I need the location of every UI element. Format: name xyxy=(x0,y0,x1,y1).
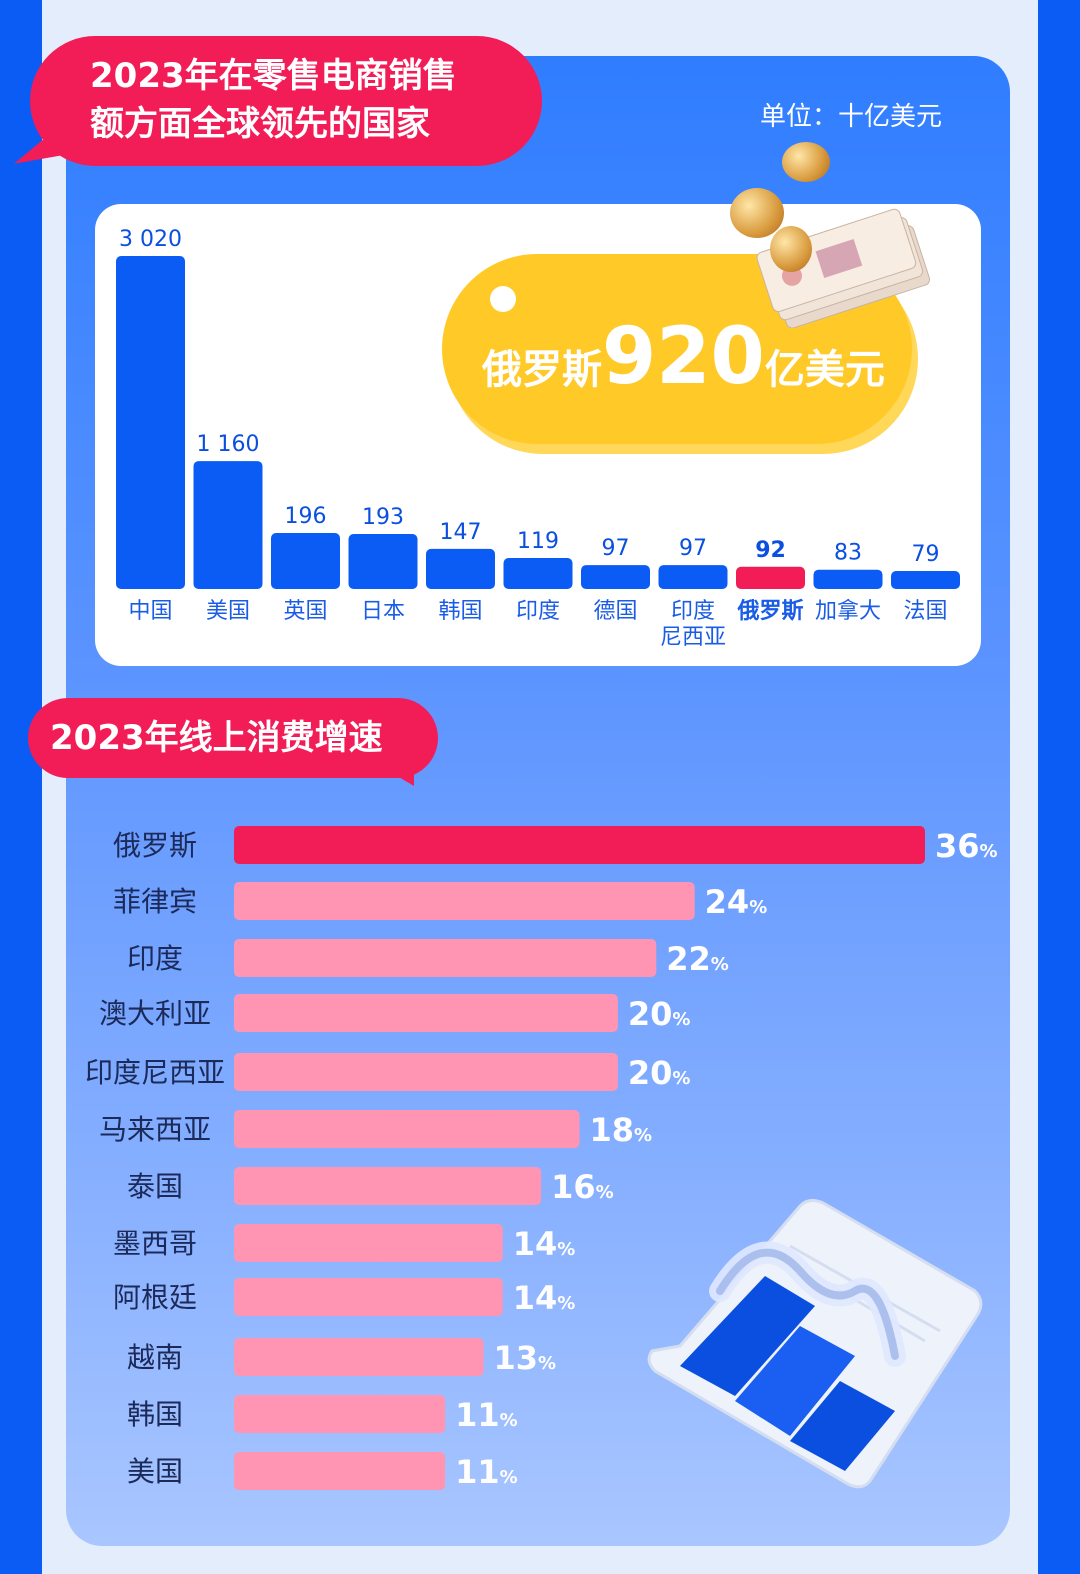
coin-icon xyxy=(782,142,830,182)
growth-bar-9 xyxy=(234,1278,503,1316)
growth-bar-7 xyxy=(234,1167,542,1205)
growth-value-label: 24% xyxy=(705,883,768,921)
bar-8 xyxy=(658,565,728,589)
bar-9 xyxy=(736,566,805,589)
growth-country-label: 越南 xyxy=(127,1341,183,1374)
growth-country-label: 韩国 xyxy=(127,1398,183,1431)
bar-value-label: 97 xyxy=(602,536,630,561)
bar-value-label: 79 xyxy=(912,542,940,567)
category-label: 英国 xyxy=(283,599,327,624)
unit-label: 单位：十亿美元 xyxy=(760,102,943,132)
growth-value-label: 16% xyxy=(551,1168,614,1206)
category-label: 美国 xyxy=(206,599,250,624)
bar-3 xyxy=(271,533,340,589)
growth-bar-4 xyxy=(234,994,618,1032)
bar-value-label: 1 160 xyxy=(197,432,260,457)
growth-bar-1 xyxy=(234,826,925,864)
heading2-bubble: 2023年线上消费增速 xyxy=(28,698,438,778)
growth-bar-11 xyxy=(234,1395,446,1433)
category-label: 俄罗斯 xyxy=(736,598,803,624)
growth-country-label: 泰国 xyxy=(127,1170,183,1203)
growth-bar-2 xyxy=(234,882,695,920)
growth-value-label: 13% xyxy=(494,1339,557,1377)
bar-6 xyxy=(503,558,573,589)
bar-value-label: 83 xyxy=(834,541,862,566)
category-label: 中国 xyxy=(128,599,172,624)
growth-bar-5 xyxy=(234,1053,618,1091)
bar-4 xyxy=(348,533,418,589)
growth-country-label: 印度 xyxy=(127,942,183,975)
bar-11 xyxy=(891,571,960,589)
right-frame-stripe xyxy=(1038,0,1080,1574)
bar-2 xyxy=(193,461,263,589)
heading1-bubble: 2023年在零售电商销售 额方面全球领先的国家 xyxy=(30,36,542,166)
tag-text: 俄罗斯920亿美元 xyxy=(482,312,885,402)
growth-value-label: 20% xyxy=(628,995,691,1033)
tag-prefix: 俄罗斯 xyxy=(482,347,602,393)
category-label: 法国 xyxy=(903,599,947,624)
growth-country-label: 澳大利亚 xyxy=(99,997,211,1030)
growth-country-label: 俄罗斯 xyxy=(113,829,197,862)
growth-value-label: 14% xyxy=(513,1225,576,1263)
tag-suffix: 亿美元 xyxy=(764,347,885,393)
growth-country-label: 墨西哥 xyxy=(113,1227,197,1260)
bar-1 xyxy=(116,256,185,589)
bar-value-label: 147 xyxy=(440,520,482,545)
category-label: 尼西亚 xyxy=(660,625,726,650)
bar-value-label: 3 020 xyxy=(119,227,182,252)
growth-bar-6 xyxy=(234,1110,580,1148)
bar-10 xyxy=(813,569,883,589)
growth-country-label: 印度尼西亚 xyxy=(85,1056,225,1089)
heading1-line1: 2023年在零售电商销售 xyxy=(90,56,457,96)
growth-country-label: 马来西亚 xyxy=(99,1113,211,1146)
coin-icon xyxy=(770,226,812,272)
bar-value-label: 119 xyxy=(517,529,559,554)
growth-bar-12 xyxy=(234,1452,446,1490)
bar-value-label: 193 xyxy=(362,505,404,530)
category-label: 德国 xyxy=(593,599,637,624)
growth-country-label: 美国 xyxy=(127,1455,183,1488)
tag-value: 920 xyxy=(602,312,765,402)
heading1-line2: 额方面全球领先的国家 xyxy=(90,104,430,144)
growth-country-label: 阿根廷 xyxy=(113,1281,197,1314)
tag-hole xyxy=(490,286,516,312)
bar-5 xyxy=(426,548,495,589)
growth-value-label: 11% xyxy=(455,1396,518,1434)
growth-value-label: 18% xyxy=(590,1111,653,1149)
category-label: 加拿大 xyxy=(815,598,881,624)
growth-value-label: 20% xyxy=(628,1054,691,1092)
growth-bar-8 xyxy=(234,1224,503,1262)
left-frame-stripe xyxy=(0,0,42,1574)
growth-value-label: 36% xyxy=(935,827,998,865)
category-label: 印度 xyxy=(516,599,560,624)
growth-value-label: 22% xyxy=(666,940,729,978)
bar-value-label: 97 xyxy=(679,536,707,561)
category-label: 韩国 xyxy=(438,599,482,624)
growth-bar-3 xyxy=(234,939,657,977)
banknotes-icon xyxy=(756,208,931,328)
growth-chart-illustration-icon xyxy=(647,1199,983,1489)
category-label: 印度 xyxy=(671,599,715,624)
growth-bar-10 xyxy=(234,1338,484,1376)
growth-value-label: 14% xyxy=(513,1279,576,1317)
growth-country-label: 菲律宾 xyxy=(113,885,197,918)
coin-icon xyxy=(730,188,784,238)
bar-value-label: 92 xyxy=(755,538,786,563)
growth-value-label: 11% xyxy=(455,1453,518,1491)
bar-7 xyxy=(581,565,650,589)
category-label: 日本 xyxy=(361,599,405,624)
bar-value-label: 196 xyxy=(285,504,327,529)
